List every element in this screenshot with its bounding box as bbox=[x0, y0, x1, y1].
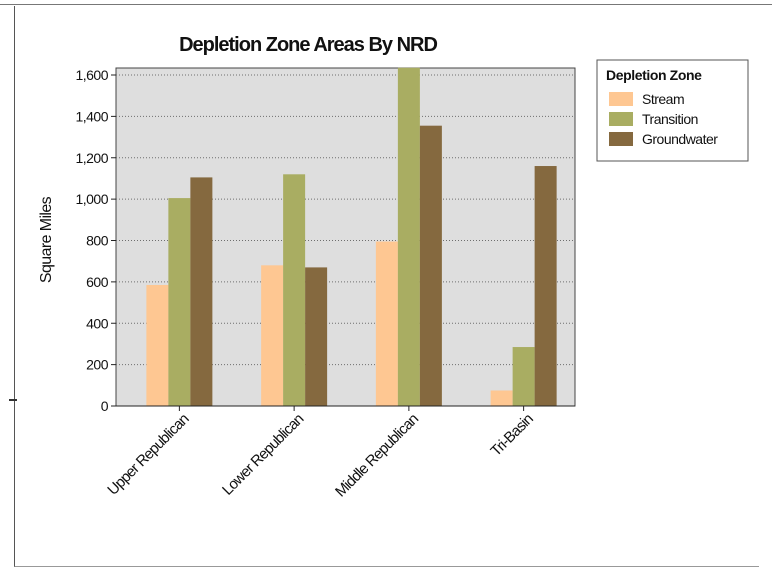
legend-label-stream: Stream bbox=[642, 91, 684, 107]
bars bbox=[146, 67, 557, 407]
bar-transition bbox=[397, 67, 420, 407]
chart-title: Depletion Zone Areas By NRD bbox=[179, 34, 437, 56]
x-tick-label: Lower Republican bbox=[219, 410, 307, 498]
bar-groundwater bbox=[190, 177, 213, 406]
legend-label-transition: Transition bbox=[642, 111, 698, 127]
y-tick-label: 400 bbox=[86, 315, 109, 331]
y-tick-label: 800 bbox=[86, 233, 109, 249]
bar-groundwater bbox=[305, 267, 328, 406]
legend-swatch-stream bbox=[609, 92, 633, 106]
y-tick-label: 0 bbox=[101, 398, 109, 414]
y-tick-label: 1,200 bbox=[75, 150, 108, 166]
bar-groundwater bbox=[534, 166, 557, 406]
legend-swatch-transition bbox=[609, 112, 633, 126]
x-tick-label: Middle Republican bbox=[332, 410, 422, 500]
bar-transition bbox=[283, 174, 306, 406]
bar-stream bbox=[490, 390, 513, 406]
x-tick-labels: Upper Republican Lower Republican Middle R… bbox=[104, 410, 536, 500]
y-tick-label: 1,600 bbox=[75, 67, 108, 83]
legend-title: Depletion Zone bbox=[606, 67, 702, 83]
y-tick-label: 600 bbox=[86, 274, 109, 290]
legend: Depletion Zone Stream Transition Groundwat… bbox=[596, 59, 749, 162]
x-tick-label: Tri-Basin bbox=[487, 410, 536, 459]
y-tick-label: 200 bbox=[86, 357, 109, 373]
y-tick-label: 1,000 bbox=[75, 191, 108, 207]
margin-tick-mark bbox=[9, 399, 17, 401]
bar-groundwater bbox=[419, 125, 442, 406]
bar-stream bbox=[146, 284, 169, 406]
axes bbox=[111, 74, 575, 411]
bar-stream bbox=[261, 265, 284, 406]
y-tick-labels: 0 200 400 600 800 1,000 1,200 1,400 1,600 bbox=[75, 67, 109, 414]
bar-stream bbox=[375, 241, 398, 406]
bar-transition bbox=[512, 347, 535, 406]
y-axis-label: Square Miles bbox=[38, 196, 55, 283]
legend-label-groundwater: Groundwater bbox=[642, 131, 718, 147]
legend-swatch-groundwater bbox=[609, 132, 633, 146]
top-border-line bbox=[0, 4, 772, 5]
x-tick-label: Upper Republican bbox=[104, 410, 192, 498]
chart-frame bbox=[14, 6, 759, 567]
y-tick-label: 1,400 bbox=[75, 108, 108, 124]
legend-items: Stream Transition Groundwater bbox=[609, 91, 719, 147]
bar-transition bbox=[168, 198, 191, 406]
